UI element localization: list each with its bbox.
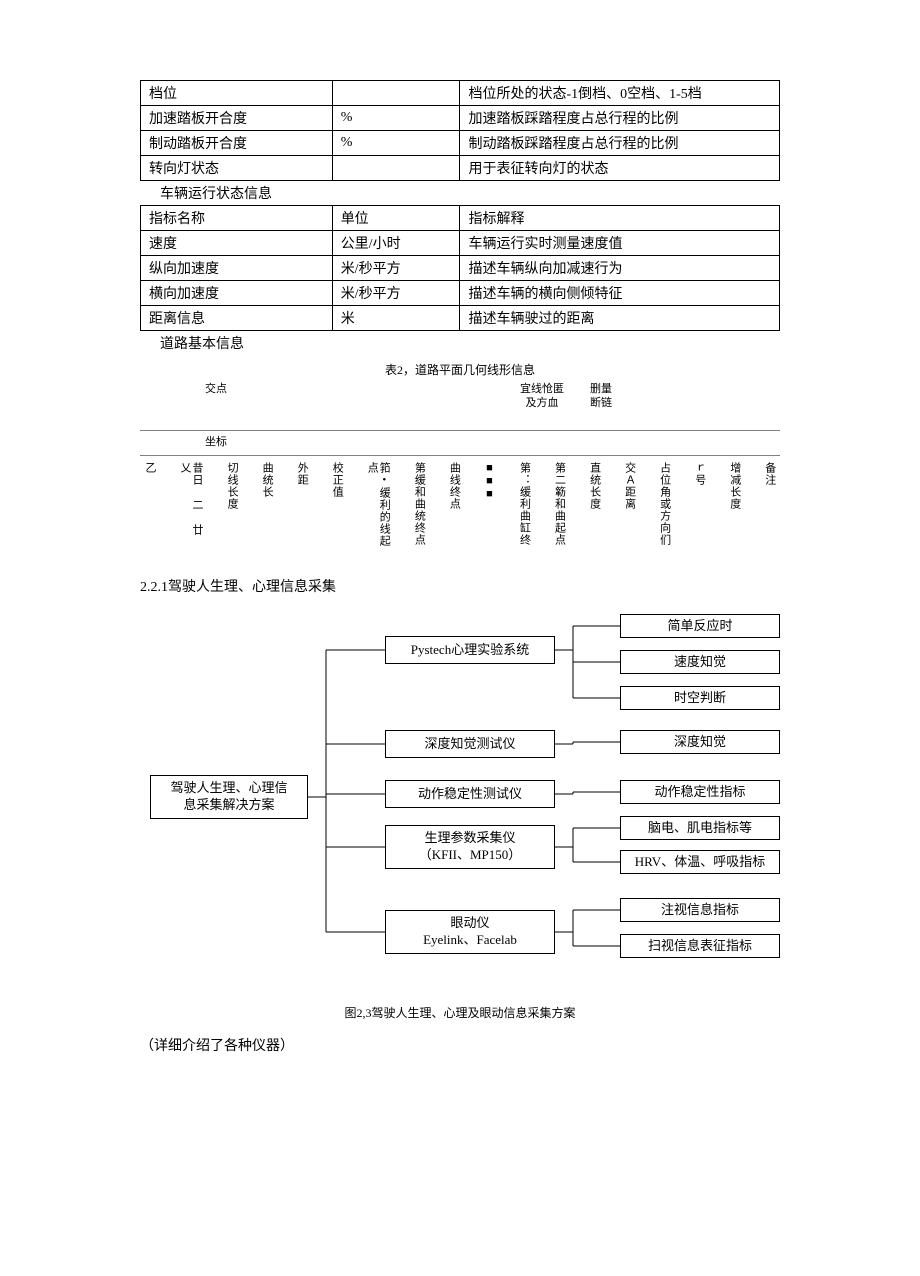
road-geometry-header: 交点 宜线怆匿及方血 删量断链 xyxy=(140,382,780,430)
table-cell: % xyxy=(332,106,460,131)
diagram-leaf-8: 扫视信息表征指标 xyxy=(620,934,780,958)
diagram-leaf-0: 简单反应时 xyxy=(620,614,780,638)
vertical-column-label: 第：缓利曲缸终 xyxy=(518,462,530,546)
vertical-column-label: 占位角或方向们 xyxy=(659,462,671,546)
diagram-mid-2: 动作稳定性测试仪 xyxy=(385,780,555,808)
diagram-mid-3: 生理参数采集仪（KFII、MP150） xyxy=(385,825,555,869)
road-geometry-table: 表2，道路平面几何线形信息 交点 宜线怆匿及方血 删量断链 坐标 乙 昔日 二 廿… xyxy=(140,361,780,552)
diagram-mid-4: 眼动仪Eyelink、Facelab xyxy=(385,910,555,954)
diagram-leaf-5: 脑电、肌电指标等 xyxy=(620,816,780,840)
vertical-column-label: 曲统长 xyxy=(261,462,273,498)
table-row: 转向灯状态 用于表征转向灯的状态 xyxy=(141,156,780,181)
table-cell: 纵向加速度 xyxy=(141,256,333,281)
vehicle-state-table: 指标名称单位指标解释速度公里/小时车辆运行实时测量速度值纵向加速度米/秒平方描述… xyxy=(140,205,780,331)
table-cell xyxy=(332,156,460,181)
table-row: 加速踏板开合度%加速踏板踩踏程度占总行程的比例 xyxy=(141,106,780,131)
table-cell: 描述车辆的横向侧倾特征 xyxy=(460,281,780,306)
section-heading: 2.2.1驾驶人生理、心理信息采集 xyxy=(140,576,780,596)
table-row: 制动踏板开合度%制动踏板踩踏程度占总行程的比例 xyxy=(141,131,780,156)
table-cell: 指标解释 xyxy=(460,206,780,231)
road-geometry-caption: 表2，道路平面几何线形信息 xyxy=(140,361,780,378)
vertical-column-label: 曲线终点 xyxy=(448,462,460,510)
figure-caption: 图2,3驾驶人生理、心理及眼动信息采集方案 xyxy=(140,1004,780,1021)
table-row: 速度公里/小时车辆运行实时测量速度值 xyxy=(141,231,780,256)
table-cell: 描述车辆驶过的距离 xyxy=(460,306,780,331)
diagram-leaf-3: 深度知觉 xyxy=(620,730,780,754)
road-geometry-columns: 乙 昔日 二 廿 乂 切线长度 曲统长 外距 校正值 筘•缓利的线起点 第缓和曲统终点 曲线终点… xyxy=(140,455,780,552)
table-cell: 米/秒平方 xyxy=(332,256,460,281)
table-cell: 转向灯状态 xyxy=(141,156,333,181)
table-cell xyxy=(332,81,460,106)
table-cell: 用于表征转向灯的状态 xyxy=(460,156,780,181)
vertical-column-label: 增减长度 xyxy=(729,462,741,510)
table-cell: 制动踏板开合度 xyxy=(141,131,333,156)
driving-operation-table: 档位档位所处的状态-1倒档、0空档、1-5档加速踏板开合度%加速踏板踩踏程度占总… xyxy=(140,80,780,181)
table-cell: 指标名称 xyxy=(141,206,333,231)
table-row: 指标名称单位指标解释 xyxy=(141,206,780,231)
table-cell: 车辆运行实时测量速度值 xyxy=(460,231,780,256)
vertical-column-label: 备注 xyxy=(764,462,776,486)
diagram-leaf-7: 注视信息指标 xyxy=(620,898,780,922)
table-cell: 描述车辆纵向加减速行为 xyxy=(460,256,780,281)
diagram-mid-1: 深度知觉测试仪 xyxy=(385,730,555,758)
table-cell: 公里/小时 xyxy=(332,231,460,256)
diagram-leaf-4: 动作稳定性指标 xyxy=(620,780,780,804)
vertical-column-label: 校正值 xyxy=(331,462,343,498)
diagram-leaf-2: 时空判断 xyxy=(620,686,780,710)
table-row: 档位 档位所处的状态-1倒档、0空档、1-5档 xyxy=(141,81,780,106)
vertical-column-label: 第缓和曲统终点 xyxy=(413,462,425,546)
coord-label: 坐标 xyxy=(140,430,780,455)
vertical-column-label: 筘•缓利的线起点 xyxy=(366,462,390,552)
table-cell: 米/秒平方 xyxy=(332,281,460,306)
vertical-column-label: 外距 xyxy=(296,462,308,486)
vertical-column-label: ■■■ xyxy=(483,462,495,501)
table-row: 横向加速度米/秒平方描述车辆的横向侧倾特征 xyxy=(141,281,780,306)
table-cell: 横向加速度 xyxy=(141,281,333,306)
table-cell: 单位 xyxy=(332,206,460,231)
vertical-column-label: 交Ａ距离 xyxy=(624,462,636,510)
table-row: 纵向加速度米/秒平方描述车辆纵向加减速行为 xyxy=(141,256,780,281)
section-road-info: 道路基本信息 xyxy=(140,331,780,355)
table-row: 距离信息米描述车辆驶过的距离 xyxy=(141,306,780,331)
vertical-column-label: 第二簕和曲起点 xyxy=(554,462,566,546)
diagram-leaf-6: HRV、体温、呼吸指标 xyxy=(620,850,780,874)
vertical-column-label: 切线长度 xyxy=(226,462,238,510)
table-cell: 米 xyxy=(332,306,460,331)
table-cell: 加速踏板踩踏程度占总行程的比例 xyxy=(460,106,780,131)
table-cell: 加速踏板开合度 xyxy=(141,106,333,131)
diagram-root: 驾驶人生理、心理信息采集解决方案 xyxy=(150,775,308,819)
table-cell: % xyxy=(332,131,460,156)
table-cell: 档位所处的状态-1倒档、0空档、1-5档 xyxy=(460,81,780,106)
vertical-column-label: 昔日 二 廿 乂 xyxy=(179,462,203,552)
vertical-column-label: ｒ号 xyxy=(694,462,706,486)
collection-scheme-diagram: 驾驶人生理、心理信息采集解决方案Pystech心理实验系统深度知觉测试仪动作稳定… xyxy=(150,610,790,990)
vertical-column-label: 乙 xyxy=(144,462,156,474)
diagram-leaf-1: 速度知觉 xyxy=(620,650,780,674)
vertical-column-label: 直统长度 xyxy=(589,462,601,510)
section-vehicle-state: 车辆运行状态信息 xyxy=(140,181,780,205)
table-cell: 档位 xyxy=(141,81,333,106)
instrument-note: （详细介绍了各种仪器） xyxy=(140,1035,780,1055)
table-cell: 速度 xyxy=(141,231,333,256)
table-cell: 距离信息 xyxy=(141,306,333,331)
diagram-mid-0: Pystech心理实验系统 xyxy=(385,636,555,664)
table-cell: 制动踏板踩踏程度占总行程的比例 xyxy=(460,131,780,156)
